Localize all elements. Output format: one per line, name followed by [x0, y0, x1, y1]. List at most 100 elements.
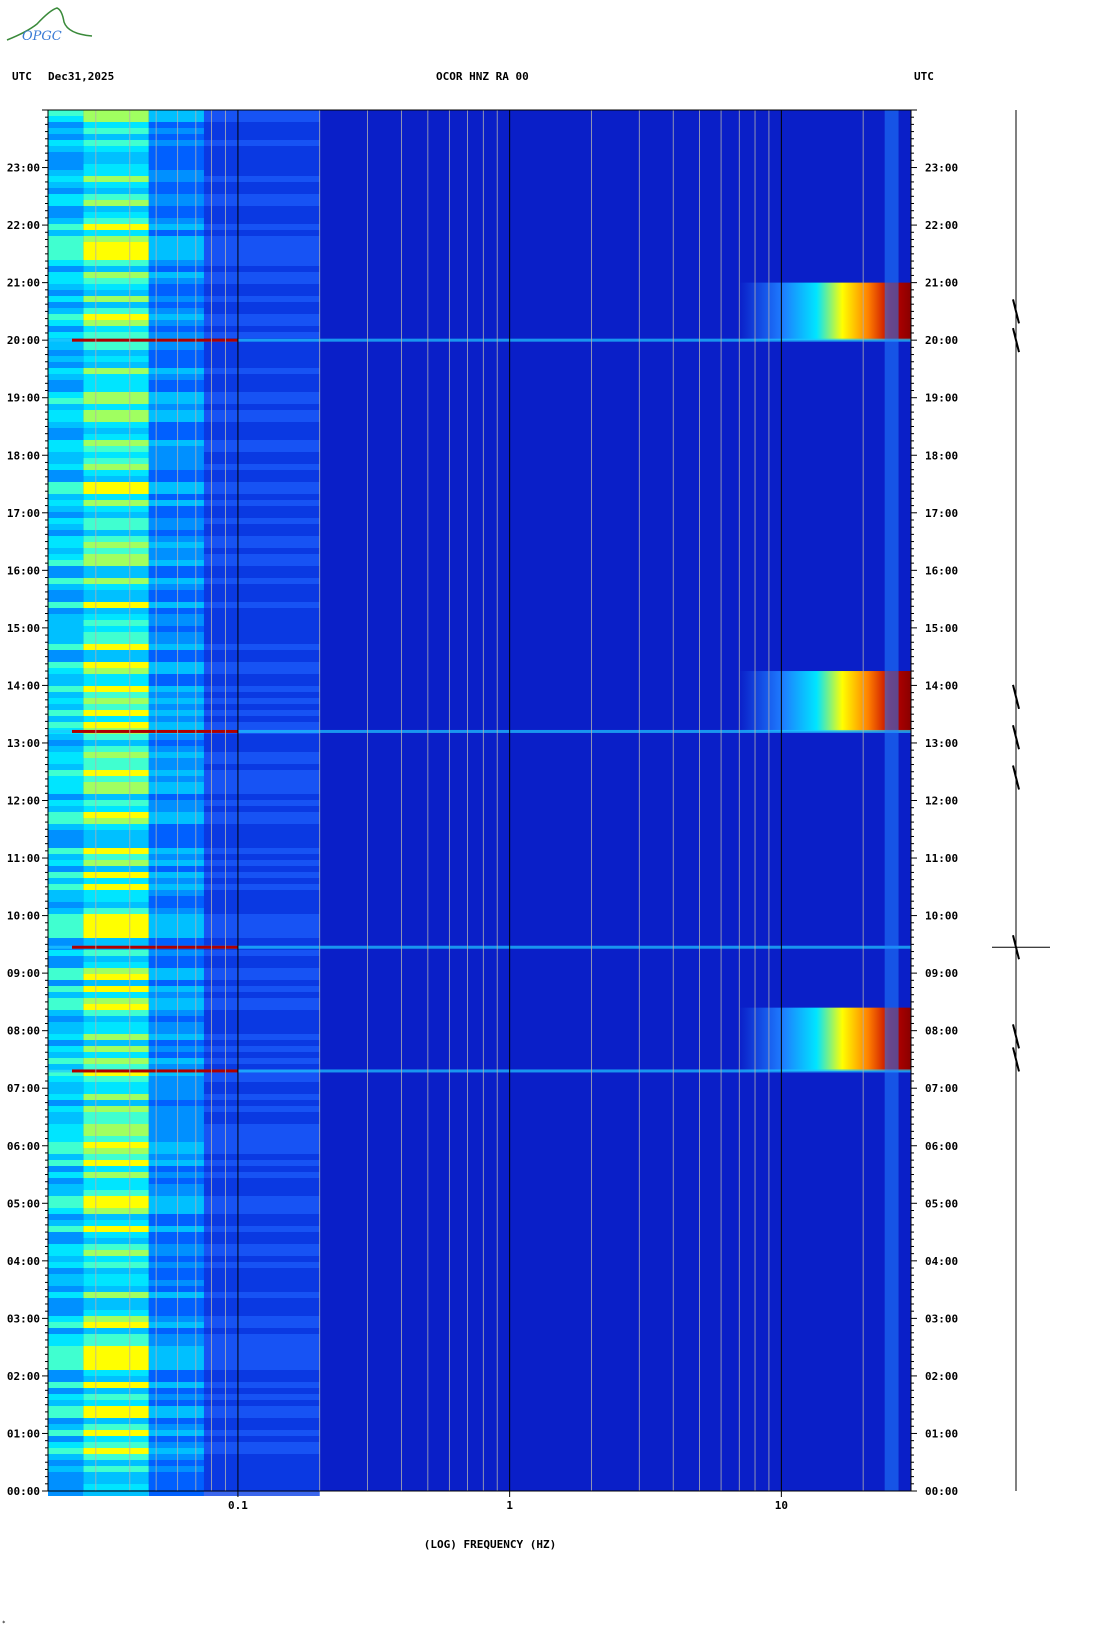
spectrogram-cell: [48, 128, 84, 134]
spectrogram-cell: [48, 410, 84, 416]
spectrogram-cell: [203, 116, 320, 122]
spectrogram-cell: [83, 536, 149, 542]
spectrogram-cell: [48, 698, 84, 704]
spectrogram-cell: [203, 620, 320, 626]
spectrogram-cell: [148, 776, 204, 782]
spectrogram-cell: [203, 662, 320, 668]
spectrogram-cell: [83, 992, 149, 998]
spectrogram-cell: [83, 932, 149, 938]
spectrogram-cell: [83, 878, 149, 884]
spectrogram-cell: [148, 482, 204, 488]
spectrogram-cell: [48, 1328, 84, 1334]
y-tick-label-right: 06:00: [925, 1140, 958, 1153]
spectrogram-cell: [48, 1226, 84, 1232]
spectrogram-cell: [148, 320, 204, 326]
spectrogram-cell: [83, 1202, 149, 1208]
broadband-line: [48, 1069, 911, 1073]
spectrogram-cell: [203, 1310, 320, 1316]
spectrogram-cell: [148, 524, 204, 530]
spectrogram-cell: [203, 692, 320, 698]
spectrogram-cell: [148, 746, 204, 752]
spectrogram-cell: [148, 512, 204, 518]
spectrogram-cell: [203, 812, 320, 818]
spectrogram-cell: [203, 1142, 320, 1148]
spectrogram-cell: [203, 1298, 320, 1304]
spectrogram-cell: [148, 302, 204, 308]
spectrogram-cell: [203, 512, 320, 518]
spectrogram-cell: [203, 254, 320, 260]
y-tick-label-right: 08:00: [925, 1025, 958, 1038]
spectrogram-cell: [48, 1376, 84, 1382]
spectrogram-cell: [203, 1490, 320, 1496]
spectrogram-cell: [48, 1274, 84, 1280]
spectrogram-cell: [83, 974, 149, 980]
spectrogram-cell: [203, 710, 320, 716]
spectrogram-cell: [148, 422, 204, 428]
spectrogram-cell: [48, 974, 84, 980]
spectrogram-cell: [83, 350, 149, 356]
spectrogram-cell: [148, 1490, 204, 1496]
spectrogram-cell: [48, 1388, 84, 1394]
spectrogram-cell: [148, 1424, 204, 1430]
spectrogram-cell: [203, 722, 320, 728]
spectrogram-cell: [48, 284, 84, 290]
spectrogram-cell: [148, 752, 204, 758]
spectrogram-cell: [203, 1034, 320, 1040]
spectrogram-cell: [83, 404, 149, 410]
spectrogram-cell: [83, 1382, 149, 1388]
spectrogram-cell: [148, 704, 204, 710]
y-tick-label-left: 07:00: [7, 1082, 40, 1095]
spectrogram-cell: [83, 1292, 149, 1298]
y-tick-label-right: 05:00: [925, 1197, 958, 1210]
seismogram-event: [1012, 684, 1020, 710]
spectrogram-cell: [148, 1352, 204, 1358]
seismogram-event: [1012, 327, 1020, 353]
spectrogram-cell: [148, 206, 204, 212]
spectrogram-cell: [203, 452, 320, 458]
spectrogram-cell: [203, 1442, 320, 1448]
spectrogram-cell: [48, 266, 84, 272]
spectrogram-cell: [48, 1076, 84, 1082]
spectrogram-cell: [148, 404, 204, 410]
spectrogram-cell: [48, 866, 84, 872]
spectrogram-cell: [48, 638, 84, 644]
spectrogram-cell: [203, 836, 320, 842]
spectrogram-cell: [48, 716, 84, 722]
spectrogram-cell: [203, 992, 320, 998]
spectrogram-cell: [48, 938, 84, 944]
spectrogram-cell: [48, 332, 84, 338]
spectrogram-cell: [83, 494, 149, 500]
spectrogram-cell: [203, 440, 320, 446]
spectrogram-cell: [148, 590, 204, 596]
spectrogram-cell: [148, 662, 204, 668]
spectrogram-cell: [83, 770, 149, 776]
spectrogram-cell: [83, 812, 149, 818]
spectrogram-cell: [148, 806, 204, 812]
y-tick-label-left: 05:00: [7, 1197, 40, 1210]
spectrogram-cell: [203, 554, 320, 560]
spectrogram-cell: [203, 698, 320, 704]
spectrogram-cell: [148, 554, 204, 560]
spectrogram-cell: [203, 1268, 320, 1274]
spectrogram-cell: [48, 1310, 84, 1316]
spectrogram-cell: [83, 542, 149, 548]
spectrogram-cell: [48, 734, 84, 740]
spectrogram-cell: [203, 374, 320, 380]
spectrogram-cell: [48, 1094, 84, 1100]
spectrogram-cell: [203, 1478, 320, 1484]
spectrogram-cell: [148, 578, 204, 584]
spectrogram-cell: [48, 1412, 84, 1418]
spectrogram-cell: [48, 956, 84, 962]
spectrogram-cell: [148, 1382, 204, 1388]
spectrogram-cell: [148, 1370, 204, 1376]
spectrogram-cell: [148, 596, 204, 602]
spectrogram-cell: [48, 152, 84, 158]
spectrogram-cell: [148, 902, 204, 908]
spectrogram-cell: [203, 1448, 320, 1454]
spectrogram-cell: [48, 896, 84, 902]
spectrogram-cell: [203, 596, 320, 602]
spectrogram-cell: [83, 374, 149, 380]
spectrogram-cell: [48, 188, 84, 194]
spectrogram-cell: [203, 1148, 320, 1154]
spectrogram-cell: [148, 1436, 204, 1442]
